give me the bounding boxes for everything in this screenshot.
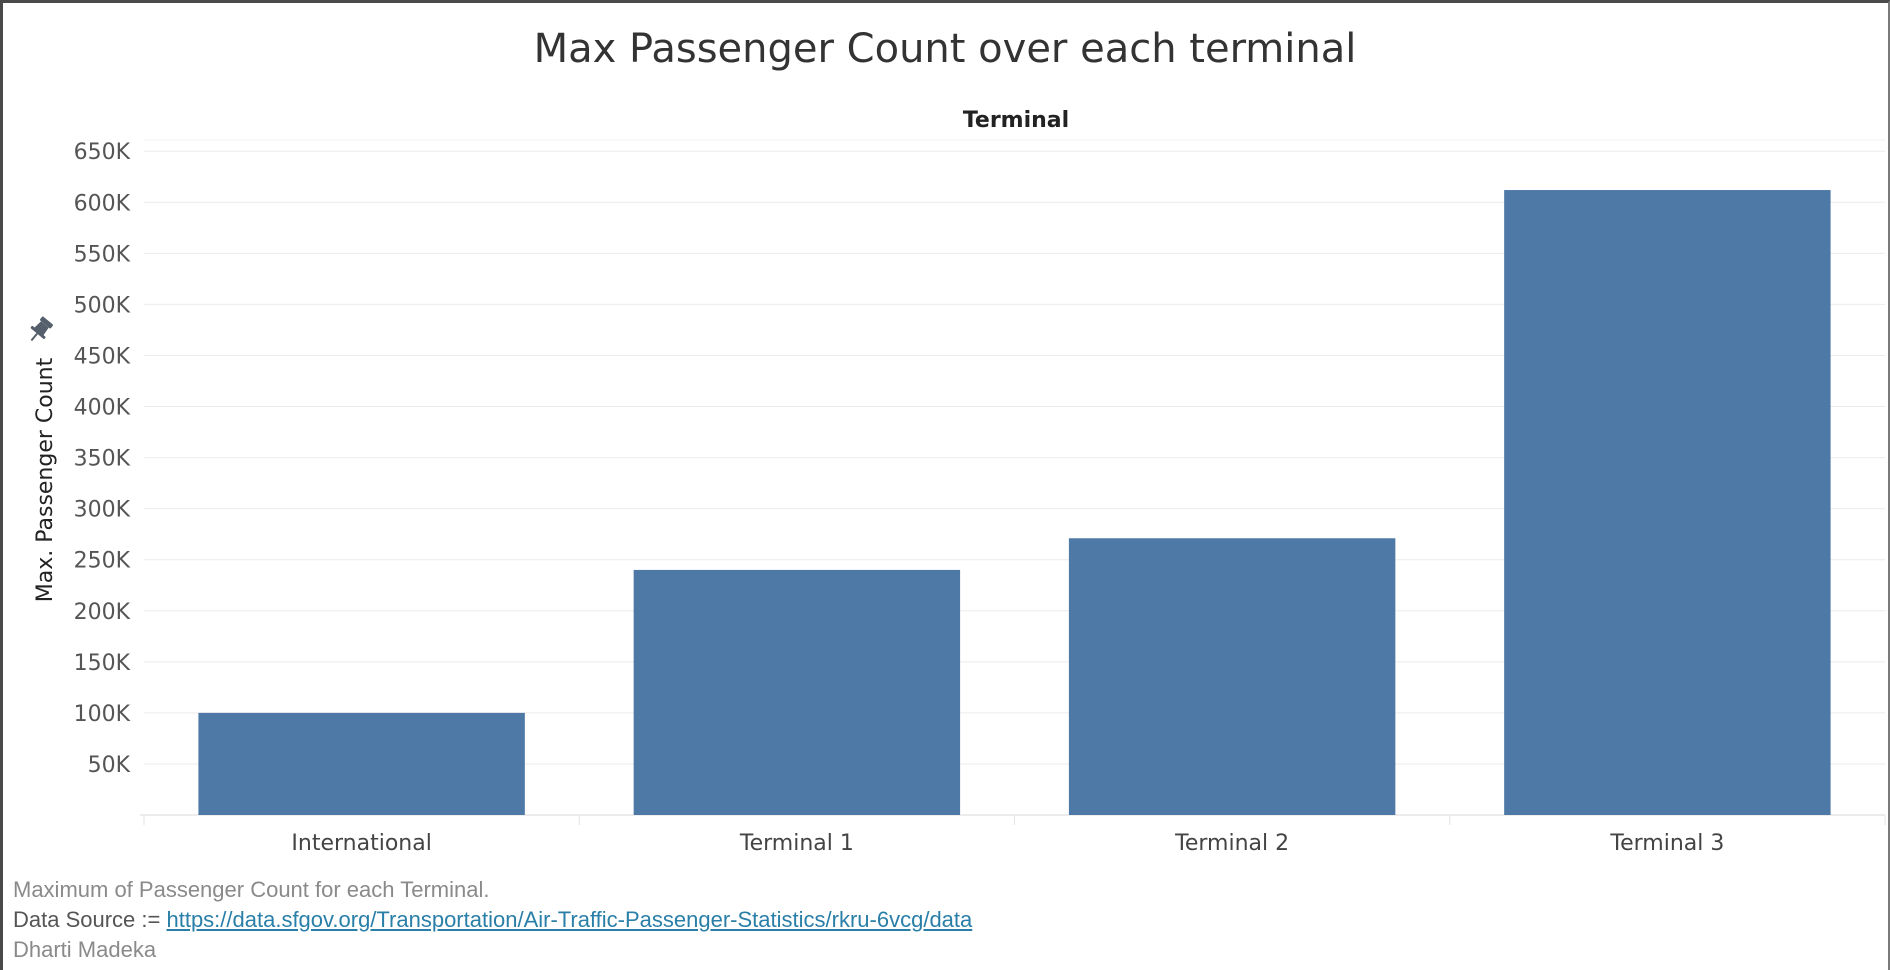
y-tick-label: 600K [74,191,131,216]
bars [198,190,1831,815]
bar[interactable] [198,712,525,815]
y-tick-label: 100K [74,702,131,727]
y-tick-label: 350K [74,447,131,472]
caption: Maximum of Passenger Count for each Term… [13,875,972,965]
y-tick-label: 550K [74,242,131,267]
pin-icon[interactable] [24,315,55,346]
x-axis-ticks: International Terminal 1 Terminal 2 Termina… [291,831,1724,856]
y-tick-label: 50K [88,753,131,778]
y-tick-label: 400K [74,396,131,421]
x-tick-label: Terminal 3 [1609,831,1724,856]
bar[interactable] [1068,538,1396,815]
column-header-title[interactable]: Terminal [962,108,1070,133]
y-tick-label: 300K [74,498,131,523]
y-axis-title[interactable]: Max. Passenger Count [33,357,58,602]
x-tick-label: Terminal 1 [739,831,854,856]
x-tick-label: International [291,831,431,856]
chart-title: Max Passenger Count over each terminal [533,26,1357,72]
y-tick-label: 150K [74,651,131,676]
x-tick-label: Terminal 2 [1174,831,1289,856]
caption-source-prefix: Data Source := [13,907,167,932]
y-axis-ticks: 50K 100K 150K 200K 250K 300K 350K 400K 450K 500K 5… [74,140,131,778]
bar[interactable] [1504,190,1831,815]
bar[interactable] [633,569,961,815]
caption-description: Maximum of Passenger Count for each Term… [13,877,490,902]
caption-author: Dharti Madeka [13,937,157,962]
y-tick-label: 450K [74,344,131,369]
caption-source-line: Data Source := https://data.sfgov.org/Tr… [13,905,972,935]
y-axis-title-group[interactable]: Max. Passenger Count [33,357,58,602]
y-tick-label: 200K [74,600,131,625]
y-tick-label: 250K [74,549,131,574]
bar-chart: 50K 100K 150K 200K 250K 300K 350K 400K 450K 500K 5… [24,139,1886,856]
data-source-link[interactable]: https://data.sfgov.org/Transportation/Ai… [166,907,973,932]
y-tick-label: 650K [74,140,131,165]
y-tick-label: 500K [74,293,131,318]
